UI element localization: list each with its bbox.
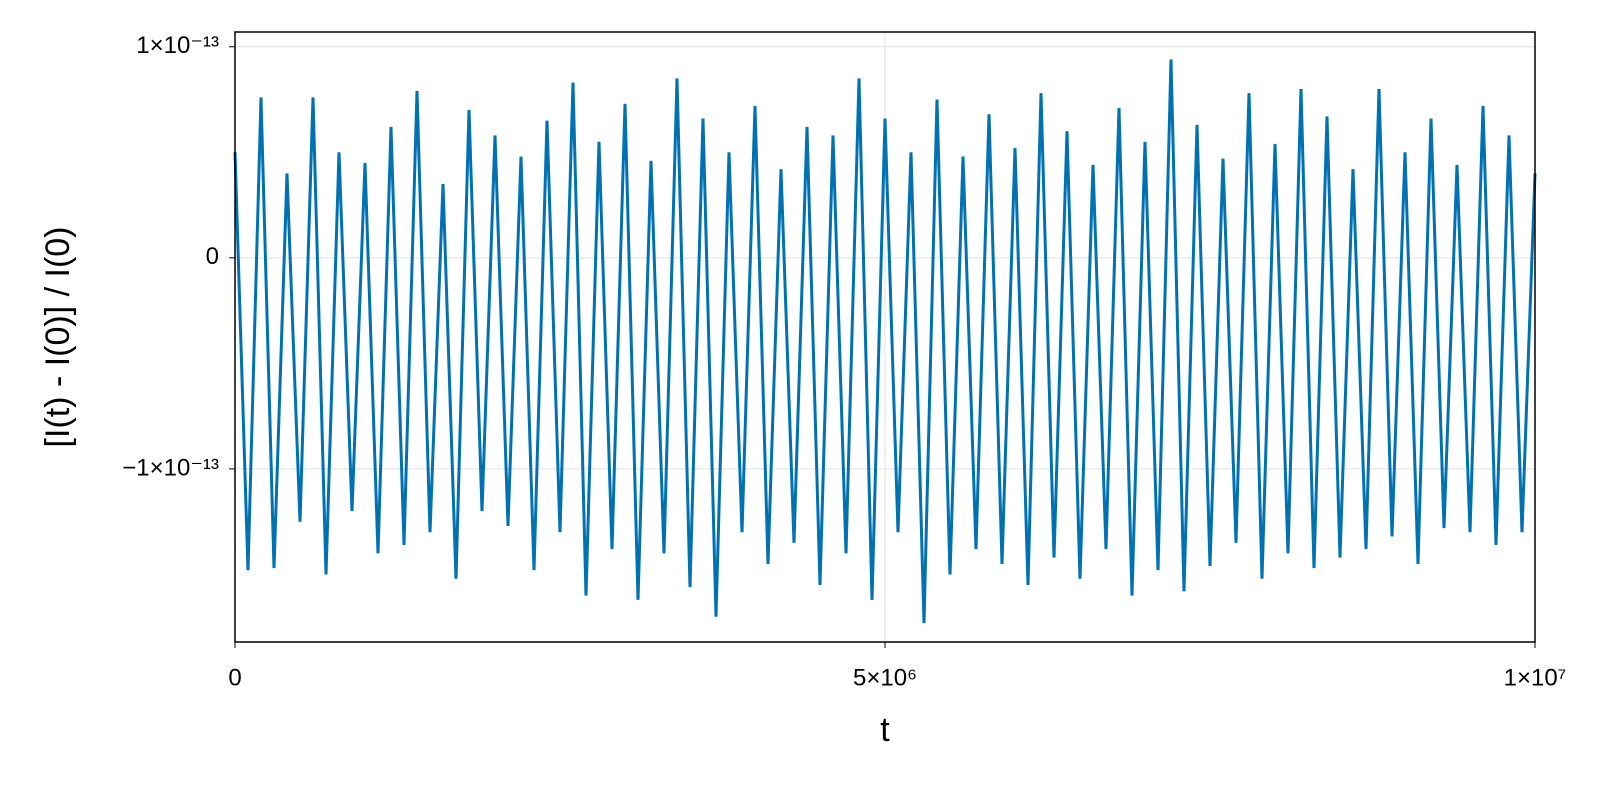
x-tick-label: 5×10⁶ <box>853 664 917 691</box>
y-tick-label: −1×10⁻¹³ <box>122 454 219 481</box>
x-axis-title: t <box>880 711 890 749</box>
plot-frame <box>234 31 1536 643</box>
x-tick-label: 0 <box>228 664 241 691</box>
y-tick-label: 1×10⁻¹³ <box>136 32 219 59</box>
x-tick-label: 1×10⁷ <box>1504 664 1567 691</box>
data-line <box>233 59 1537 624</box>
y-axis-title: [I(t) - I(0)] / I(0) <box>39 227 77 448</box>
y-tick-label: 0 <box>206 243 219 270</box>
